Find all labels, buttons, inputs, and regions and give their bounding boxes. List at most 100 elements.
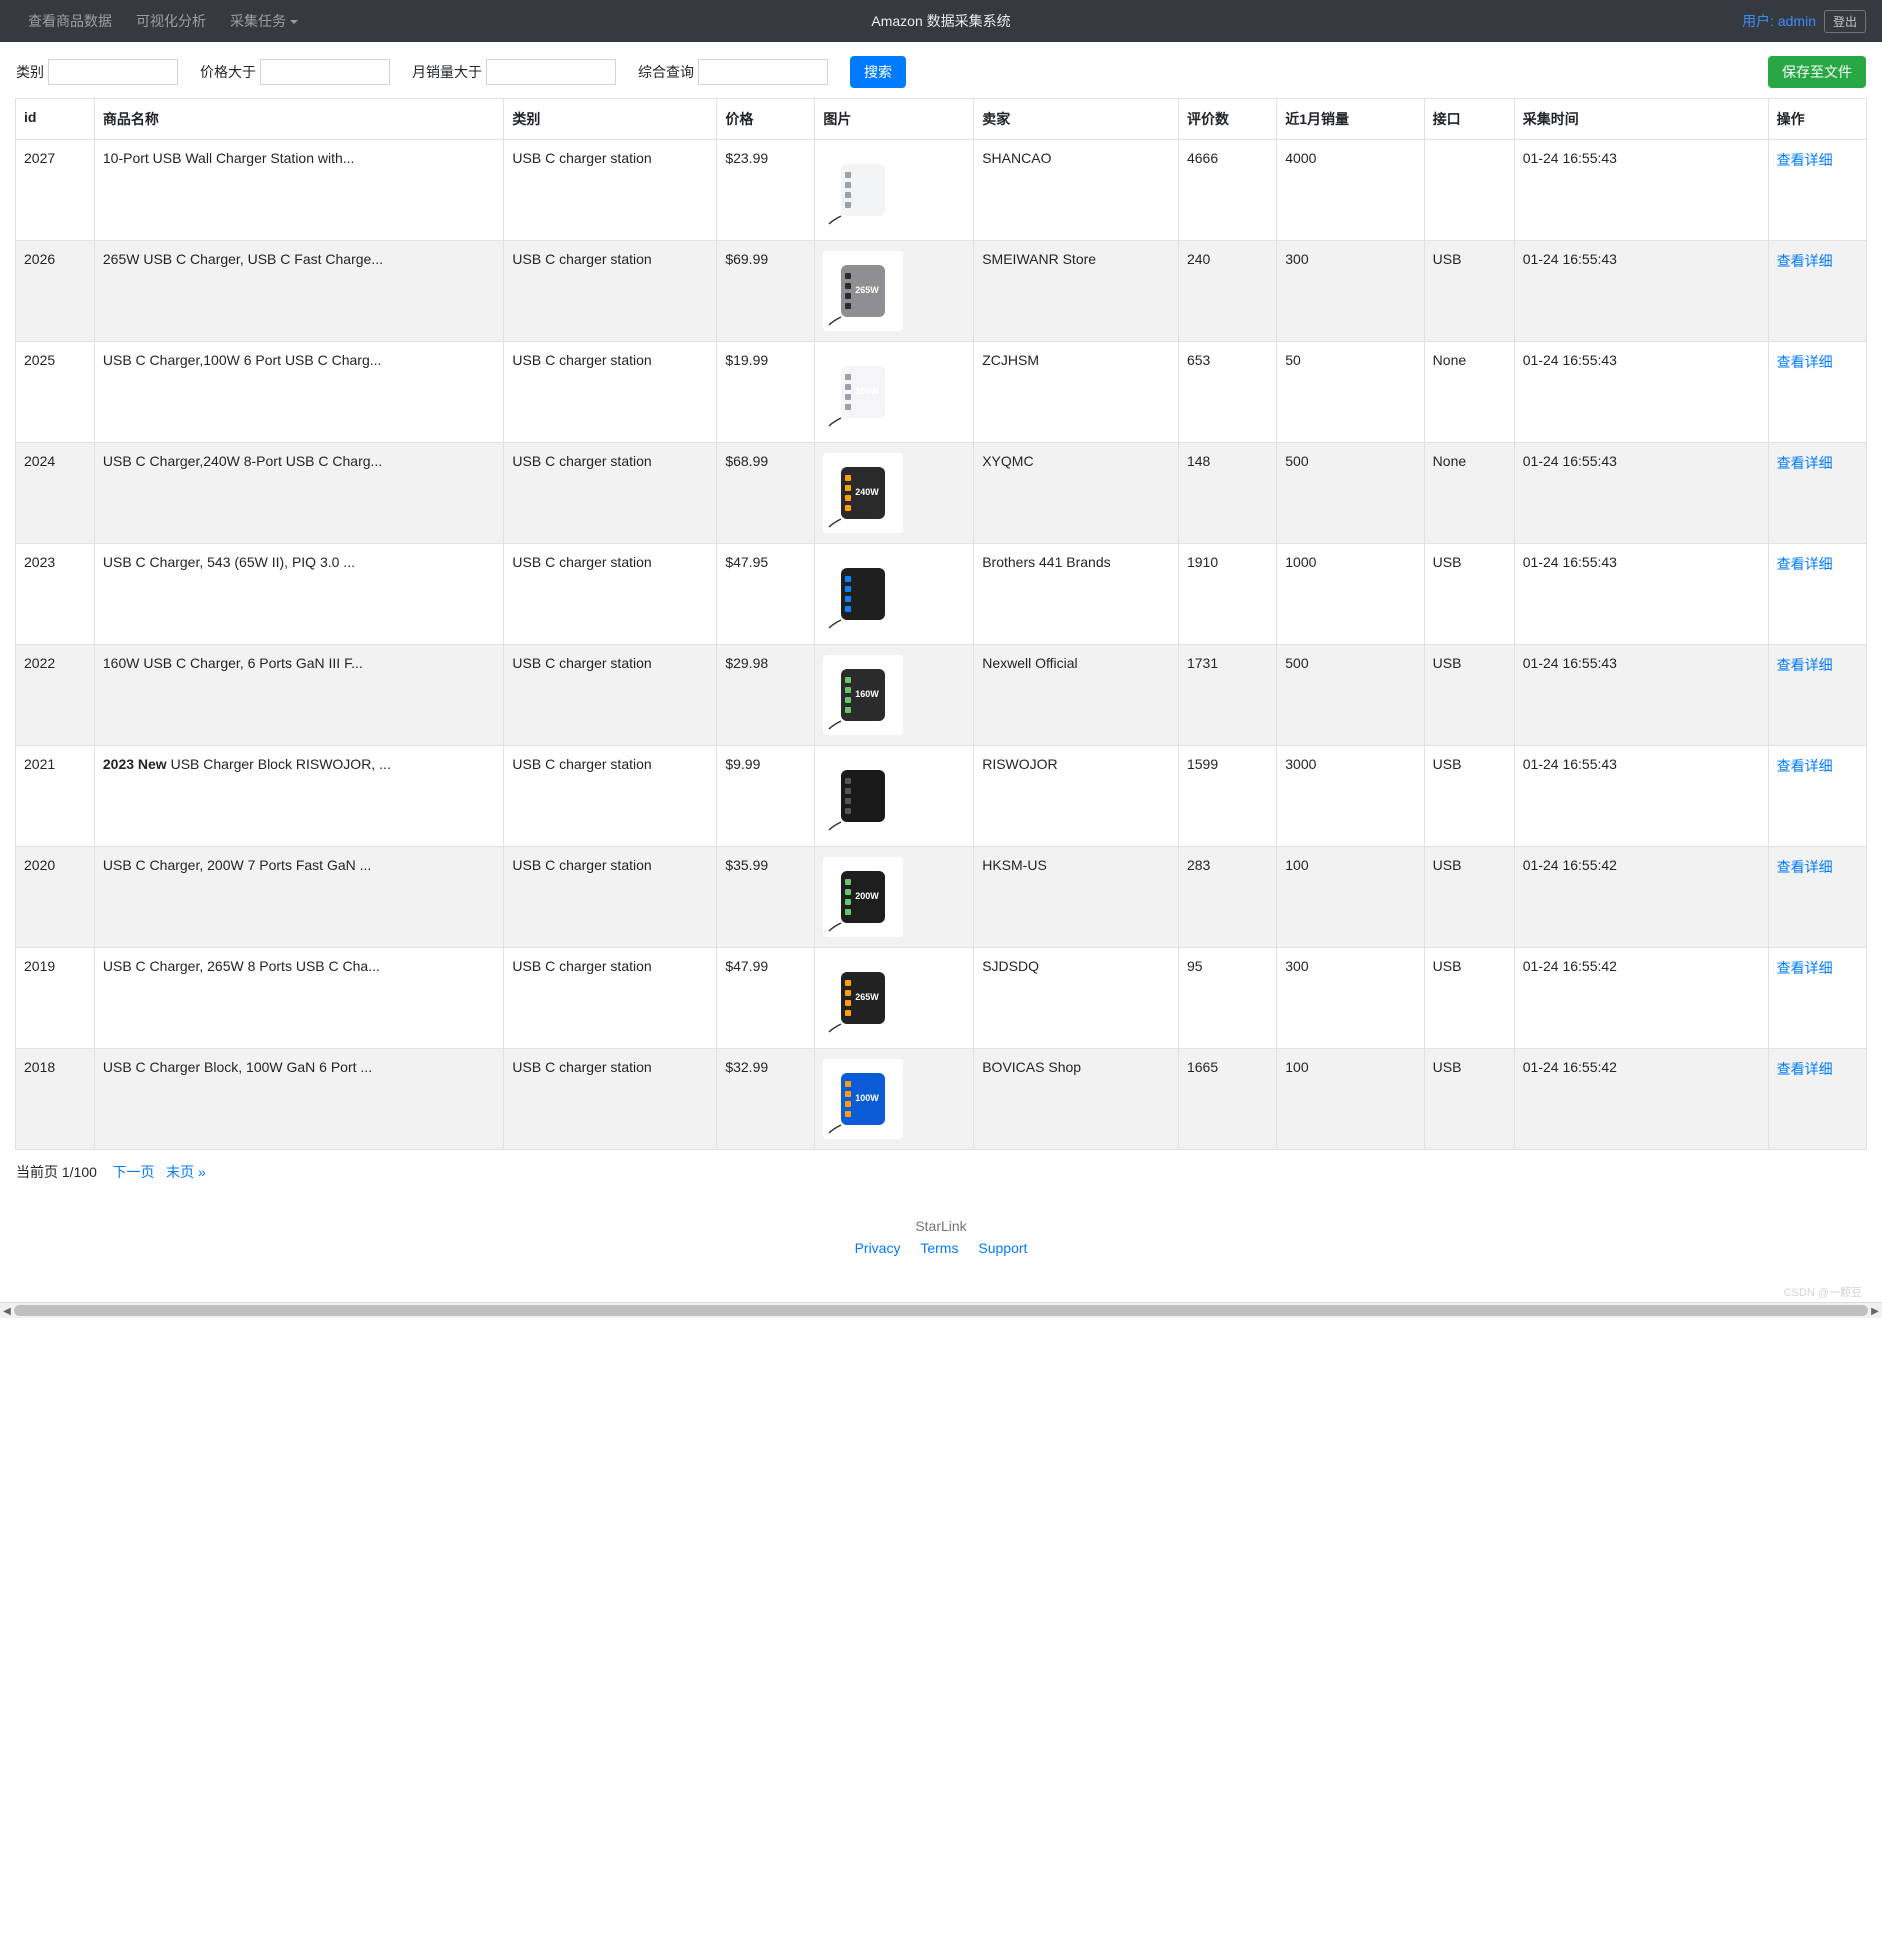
table-header-row: id商品名称类别价格图片卖家评价数近1月销量接口采集时间操作 — [16, 99, 1867, 140]
cell-action: 查看详细 — [1768, 847, 1866, 948]
cell-name: USB C Charger Block, 100W GaN 6 Port ... — [94, 1049, 504, 1150]
filter-bar: 类别 价格大于 月销量大于 综合查询 搜索 保存至文件 — [0, 42, 1882, 98]
cell-time: 01-24 16:55:42 — [1514, 1049, 1768, 1150]
cell-interface — [1424, 140, 1514, 241]
cell-sales: 500 — [1277, 443, 1424, 544]
nav-link-visual[interactable]: 可视化分析 — [124, 3, 218, 39]
nav-right: 用户: admin 登出 — [1742, 10, 1866, 33]
view-detail-link[interactable]: 查看详细 — [1777, 758, 1833, 774]
table-row: 2024USB C Charger,240W 8-Port USB C Char… — [16, 443, 1867, 544]
table-row: 2025USB C Charger,100W 6 Port USB C Char… — [16, 342, 1867, 443]
cell-id: 2026 — [16, 241, 95, 342]
view-detail-link[interactable]: 查看详细 — [1777, 152, 1833, 168]
cell-time: 01-24 16:55:42 — [1514, 847, 1768, 948]
footer-link-terms[interactable]: Terms — [920, 1240, 958, 1256]
cell-interface: USB — [1424, 1049, 1514, 1150]
cell-price: $47.95 — [717, 544, 815, 645]
cell-seller: HKSM-US — [974, 847, 1179, 948]
view-detail-link[interactable]: 查看详细 — [1777, 556, 1833, 572]
scroll-thumb[interactable] — [14, 1305, 1868, 1316]
save-to-file-button[interactable]: 保存至文件 — [1768, 56, 1866, 88]
filter-category: 类别 — [16, 59, 178, 85]
filter-price: 价格大于 — [200, 59, 390, 85]
table-row: 2019USB C Charger, 265W 8 Ports USB C Ch… — [16, 948, 1867, 1049]
cell-time: 01-24 16:55:43 — [1514, 645, 1768, 746]
cell-category: USB C charger station — [504, 544, 717, 645]
cell-image: 265W — [815, 948, 974, 1049]
cell-price: $9.99 — [717, 746, 815, 847]
price-gt-input[interactable] — [260, 59, 390, 85]
cell-name: USB C Charger, 200W 7 Ports Fast GaN ... — [94, 847, 504, 948]
col-header: 卖家 — [974, 99, 1179, 140]
cell-id: 2025 — [16, 342, 95, 443]
product-thumb: 265W — [823, 251, 903, 331]
cell-price: $69.99 — [717, 241, 815, 342]
cell-price: $47.99 — [717, 948, 815, 1049]
last-page-link[interactable]: 末页 » — [166, 1164, 206, 1180]
logout-button[interactable]: 登出 — [1824, 10, 1866, 33]
table-body: 202710-Port USB Wall Charger Station wit… — [16, 140, 1867, 1150]
cell-category: USB C charger station — [504, 746, 717, 847]
cell-sales: 4000 — [1277, 140, 1424, 241]
view-detail-link[interactable]: 查看详细 — [1777, 960, 1833, 976]
horizontal-scrollbar[interactable]: ◀ ▶ — [0, 1302, 1882, 1318]
cell-image: 100W — [815, 342, 974, 443]
scroll-right-arrow[interactable]: ▶ — [1868, 1303, 1882, 1319]
col-header: 采集时间 — [1514, 99, 1768, 140]
footer-link-support[interactable]: Support — [978, 1240, 1027, 1256]
table-row: 2023USB C Charger, 543 (65W II), PIQ 3.0… — [16, 544, 1867, 645]
cell-category: USB C charger station — [504, 847, 717, 948]
search-button[interactable]: 搜索 — [850, 56, 906, 88]
view-detail-link[interactable]: 查看详细 — [1777, 859, 1833, 875]
page-current-label: 当前页 1/100 — [16, 1164, 97, 1180]
cell-price: $29.98 — [717, 645, 815, 746]
col-header: 操作 — [1768, 99, 1866, 140]
cell-seller: BOVICAS Shop — [974, 1049, 1179, 1150]
nav-link-view-data[interactable]: 查看商品数据 — [16, 3, 124, 39]
sales-gt-input[interactable] — [486, 59, 616, 85]
cell-seller: SHANCAO — [974, 140, 1179, 241]
user-prefix: 用户: — [1742, 13, 1778, 29]
footer: StarLink Privacy Terms Support — [0, 1194, 1882, 1296]
cell-seller: XYQMC — [974, 443, 1179, 544]
category-input[interactable] — [48, 59, 178, 85]
product-thumb: 265W — [823, 958, 903, 1038]
view-detail-link[interactable]: 查看详细 — [1777, 455, 1833, 471]
cell-sales: 1000 — [1277, 544, 1424, 645]
query-input[interactable] — [698, 59, 828, 85]
footer-link-privacy[interactable]: Privacy — [855, 1240, 901, 1256]
cell-interface: USB — [1424, 847, 1514, 948]
cell-category: USB C charger station — [504, 443, 717, 544]
cell-image — [815, 544, 974, 645]
view-detail-link[interactable]: 查看详细 — [1777, 354, 1833, 370]
cell-reviews: 240 — [1178, 241, 1276, 342]
user-label: 用户: admin — [1742, 11, 1816, 31]
table-row: 2020USB C Charger, 200W 7 Ports Fast GaN… — [16, 847, 1867, 948]
view-detail-link[interactable]: 查看详细 — [1777, 253, 1833, 269]
cell-sales: 300 — [1277, 948, 1424, 1049]
cell-id: 2023 — [16, 544, 95, 645]
cell-reviews: 95 — [1178, 948, 1276, 1049]
col-header: id — [16, 99, 95, 140]
cell-action: 查看详细 — [1768, 948, 1866, 1049]
app-title: Amazon 数据采集系统 — [871, 11, 1010, 31]
cell-price: $68.99 — [717, 443, 815, 544]
view-detail-link[interactable]: 查看详细 — [1777, 1061, 1833, 1077]
svg-text:100W: 100W — [856, 386, 880, 396]
cell-reviews: 283 — [1178, 847, 1276, 948]
next-page-link[interactable]: 下一页 — [113, 1164, 155, 1180]
cell-price: $32.99 — [717, 1049, 815, 1150]
cell-name: USB C Charger,240W 8-Port USB C Charg... — [94, 443, 504, 544]
cell-sales: 3000 — [1277, 746, 1424, 847]
cell-sales: 100 — [1277, 1049, 1424, 1150]
product-thumb — [823, 554, 903, 634]
nav-link-tasks-dropdown[interactable]: 采集任务 — [218, 3, 310, 39]
price-gt-label: 价格大于 — [200, 62, 256, 82]
cell-sales: 300 — [1277, 241, 1424, 342]
cell-reviews: 1665 — [1178, 1049, 1276, 1150]
view-detail-link[interactable]: 查看详细 — [1777, 657, 1833, 673]
col-header: 价格 — [717, 99, 815, 140]
svg-text:265W: 265W — [856, 992, 880, 1002]
scroll-left-arrow[interactable]: ◀ — [0, 1303, 14, 1319]
category-label: 类别 — [16, 62, 44, 82]
